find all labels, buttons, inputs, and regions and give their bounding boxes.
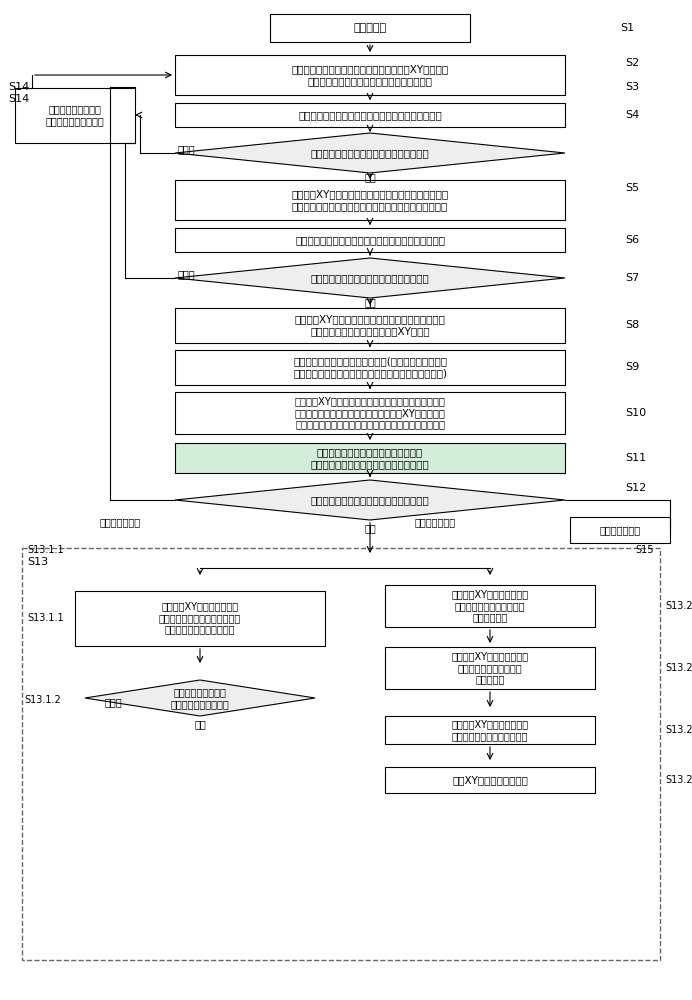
Text: S13.1.2: S13.1.2 [24, 695, 61, 705]
Bar [175, 55, 565, 95]
Text: S13.1.1: S13.1.1 [27, 613, 64, 623]
Text: S10: S10 [625, 408, 646, 418]
Text: 所述后端XY轴平台将所述后
端线束的尾部送至捻线装置
进行捻线作业: 所述后端XY轴平台将所述后 端线束的尾部送至捻线装置 进行捻线作业 [451, 589, 529, 623]
Text: 不合格: 不合格 [105, 697, 122, 707]
Text: S13.2.3: S13.2.3 [665, 725, 692, 735]
Text: S6: S6 [625, 235, 639, 245]
Text: 所述视觉检测装置对
压接质量进行合格检测: 所述视觉检测装置对 压接质量进行合格检测 [171, 687, 229, 709]
Text: 前端线束不合格: 前端线束不合格 [100, 517, 141, 527]
Bar [22, 548, 660, 960]
Text: 合格: 合格 [194, 719, 206, 729]
Text: S11: S11 [625, 453, 646, 463]
Text: 所述后端XY轴平台将所述后
端线尾部送至沾锡装置进
行沾锡作业: 所述后端XY轴平台将所述后 端线尾部送至沾锡装置进 行沾锡作业 [451, 651, 529, 685]
Text: 不合格: 不合格 [178, 269, 196, 279]
Text: 后端线束不合格: 后端线束不合格 [415, 517, 456, 527]
Text: S8: S8 [625, 320, 639, 330]
Text: 合格: 合格 [364, 172, 376, 182]
Text: 所述后端XY轴平台将所述后
端线束送至所述成品收料盒中: 所述后端XY轴平台将所述后 端线束送至所述成品收料盒中 [451, 719, 529, 741]
Bar [385, 647, 595, 689]
Text: S15: S15 [635, 545, 653, 555]
Bar [385, 585, 595, 627]
Polygon shape [175, 133, 565, 173]
Text: 所述前端XY轴平台移动到所述裁剥装置的裁切位置，
并将所述前端线束送至所述后端XY轴平台: 所述前端XY轴平台移动到所述裁剥装置的裁切位置， 并将所述前端线束送至所述后端X… [295, 314, 446, 336]
Text: S14: S14 [8, 82, 29, 92]
Text: 所述裁剥装置对所述线束进行裁切(被裁切后产生的已压
接端子的线束称为后端线束，后续线束仍称为前端线束): 所述裁剥装置对所述线束进行裁切(被裁切后产生的已压 接端子的线束称为后端线束，后… [293, 356, 447, 378]
Text: 所述预送线装置和送线给定装置在所述前端XY轴平台的
配合下将待加工的前端线束送往所述裁剥装置: 所述预送线装置和送线给定装置在所述前端XY轴平台的 配合下将待加工的前端线束送往… [291, 64, 448, 86]
Polygon shape [175, 258, 565, 298]
Bar [175, 392, 565, 434]
Text: 合格: 合格 [364, 297, 376, 307]
Text: S13.2.4: S13.2.4 [665, 775, 692, 785]
Bar [175, 350, 565, 384]
Bar [385, 716, 595, 744]
Text: S14: S14 [8, 94, 29, 104]
Text: 系统初始化: 系统初始化 [354, 23, 387, 33]
Text: 所述前端XY轴平台将所述前端线束送至所述端子压接装
置；同时，所述送端子装置将端子送往所述端子压接装置: 所述前端XY轴平台将所述前端线束送至所述端子压接装 置；同时，所述送端子装置将端… [291, 189, 448, 211]
Text: S13.2.2: S13.2.2 [665, 663, 692, 673]
Bar [175, 308, 565, 342]
Text: 不合格: 不合格 [178, 144, 196, 154]
Polygon shape [175, 480, 565, 520]
Polygon shape [85, 680, 315, 716]
Text: 所述视觉检测装置对压接质量进行合格检测: 所述视觉检测装置对压接质量进行合格检测 [311, 273, 429, 283]
Text: S2: S2 [625, 58, 639, 68]
Text: 所述前端XY轴平台将所述前
端线束送至所述端子压接装置进
行线束头部端子压接作业；: 所述前端XY轴平台将所述前 端线束送至所述端子压接装置进 行线束头部端子压接作业… [159, 601, 241, 635]
Text: S13.1.1: S13.1.1 [27, 545, 64, 555]
Bar [385, 767, 595, 793]
Text: 所述视觉检测装置对剥线质量进行合格检测: 所述视觉检测装置对剥线质量进行合格检测 [311, 148, 429, 158]
Bar [75, 590, 325, 646]
Text: S9: S9 [625, 362, 639, 372]
Text: S12: S12 [625, 483, 646, 493]
Text: 所述视觉检测装置对剥线质量进行合格检测: 所述视觉检测装置对剥线质量进行合格检测 [311, 495, 429, 505]
Bar [175, 103, 565, 127]
Bar [270, 14, 470, 42]
Text: 所述前端XY轴平台将所述前端线束送至所述裁剥装置的
左侧剥除绝缘体刀片中；同时，所述后端XY轴平台将所
述后端线束送至所述裁剥装置的右侧剥除绝缘体刀片中；: 所述前端XY轴平台将所述前端线束送至所述裁剥装置的 左侧剥除绝缘体刀片中；同时，… [295, 396, 446, 430]
Text: 所述端子压接装置将所述前端线束的头部进行端子压接: 所述端子压接装置将所述前端线束的头部进行端子压接 [295, 235, 445, 245]
Text: S3: S3 [625, 82, 639, 92]
Text: 所述裁剥装置将所述前端线束头部的外层绝缘体剥除: 所述裁剥装置将所述前端线束头部的外层绝缘体剥除 [298, 110, 442, 120]
Text: S13: S13 [27, 557, 48, 567]
Bar [175, 443, 565, 473]
Text: S5: S5 [625, 183, 639, 193]
Text: 后端XY轴平台回初始位置: 后端XY轴平台回初始位置 [452, 775, 528, 785]
Text: S7: S7 [625, 273, 639, 283]
Text: 把前端不合格处截切
掉，并做不合格品处理: 把前端不合格处截切 掉，并做不合格品处理 [46, 104, 104, 126]
Text: S13.2.1: S13.2.1 [665, 601, 692, 611]
Bar [175, 180, 565, 220]
Text: 做不合格品处理: 做不合格品处理 [599, 525, 641, 535]
Bar [570, 517, 670, 543]
Bar [175, 228, 565, 252]
Text: S1: S1 [620, 23, 634, 33]
Bar [15, 88, 135, 142]
Text: 合格: 合格 [364, 523, 376, 533]
Text: S4: S4 [625, 110, 639, 120]
Text: 所述裁剥装置将所述的前端线束的头部
和所述后端线束的尾部进行外层绝缘体剥除: 所述裁剥装置将所述的前端线束的头部 和所述后端线束的尾部进行外层绝缘体剥除 [311, 447, 429, 469]
